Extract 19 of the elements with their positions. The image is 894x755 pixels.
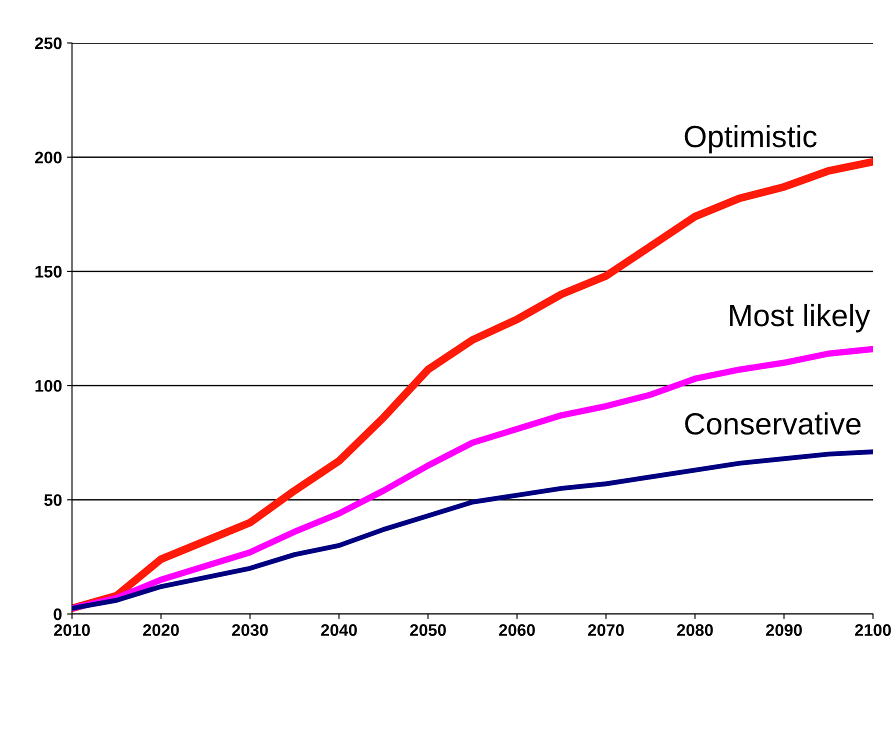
y-tick-label: 50 xyxy=(44,494,62,506)
y-tick-label: 200 xyxy=(35,152,62,164)
x-tick-label: 2050 xyxy=(410,624,446,636)
x-tick-label: 2010 xyxy=(54,624,90,636)
y-tick-label: 100 xyxy=(36,380,62,392)
x-tick-label: 2020 xyxy=(143,624,179,636)
y-tick-label: 0 xyxy=(54,608,62,620)
series-label: Conservative xyxy=(685,412,861,435)
series-label: Most likely xyxy=(730,304,870,332)
x-tick-label: 2090 xyxy=(766,624,802,636)
x-tick-label: 2060 xyxy=(499,624,535,636)
x-tick-label: 2030 xyxy=(232,624,268,636)
x-tick-label: 2040 xyxy=(321,624,357,636)
x-tick-label: 2100 xyxy=(855,624,891,636)
x-tick-label: 2070 xyxy=(588,624,624,636)
x-tick-label: 2080 xyxy=(677,624,713,636)
y-tick-label: 250 xyxy=(35,37,62,50)
series-label: Optimistic xyxy=(684,124,817,154)
y-tick-label: 150 xyxy=(36,266,62,278)
